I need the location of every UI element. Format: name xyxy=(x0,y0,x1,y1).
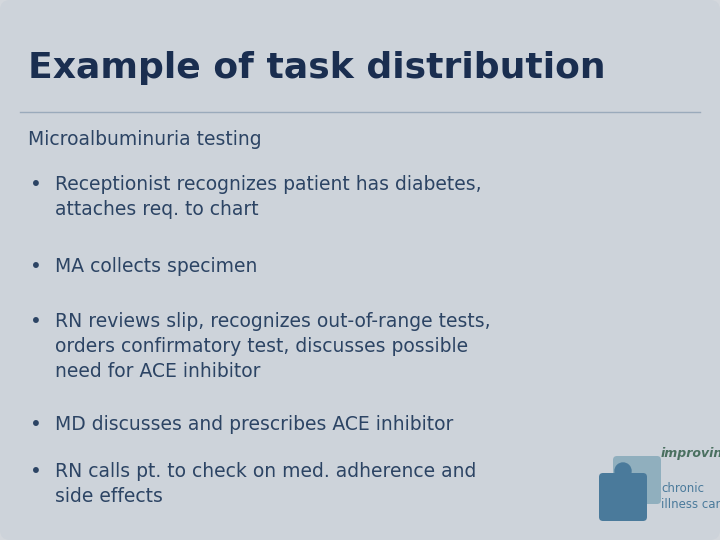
Text: •: • xyxy=(30,257,42,276)
Circle shape xyxy=(615,463,631,479)
Text: •: • xyxy=(30,415,42,434)
Text: RN reviews slip, recognizes out-of-range tests,
orders confirmatory test, discus: RN reviews slip, recognizes out-of-range… xyxy=(55,312,490,381)
Text: •: • xyxy=(30,312,42,331)
FancyBboxPatch shape xyxy=(613,456,661,504)
Text: •: • xyxy=(30,462,42,481)
Text: Receptionist recognizes patient has diabetes,
attaches req. to chart: Receptionist recognizes patient has diab… xyxy=(55,175,482,219)
Text: RN calls pt. to check on med. adherence and
side effects: RN calls pt. to check on med. adherence … xyxy=(55,462,477,506)
Text: improving: improving xyxy=(661,447,720,460)
Text: Example of task distribution: Example of task distribution xyxy=(28,51,606,85)
Text: MA collects specimen: MA collects specimen xyxy=(55,257,257,276)
FancyBboxPatch shape xyxy=(599,473,647,521)
Text: Microalbuminuria testing: Microalbuminuria testing xyxy=(28,130,261,149)
Text: •: • xyxy=(30,175,42,194)
Text: chronic
illness care: chronic illness care xyxy=(661,482,720,511)
Text: MD discusses and prescribes ACE inhibitor: MD discusses and prescribes ACE inhibito… xyxy=(55,415,454,434)
